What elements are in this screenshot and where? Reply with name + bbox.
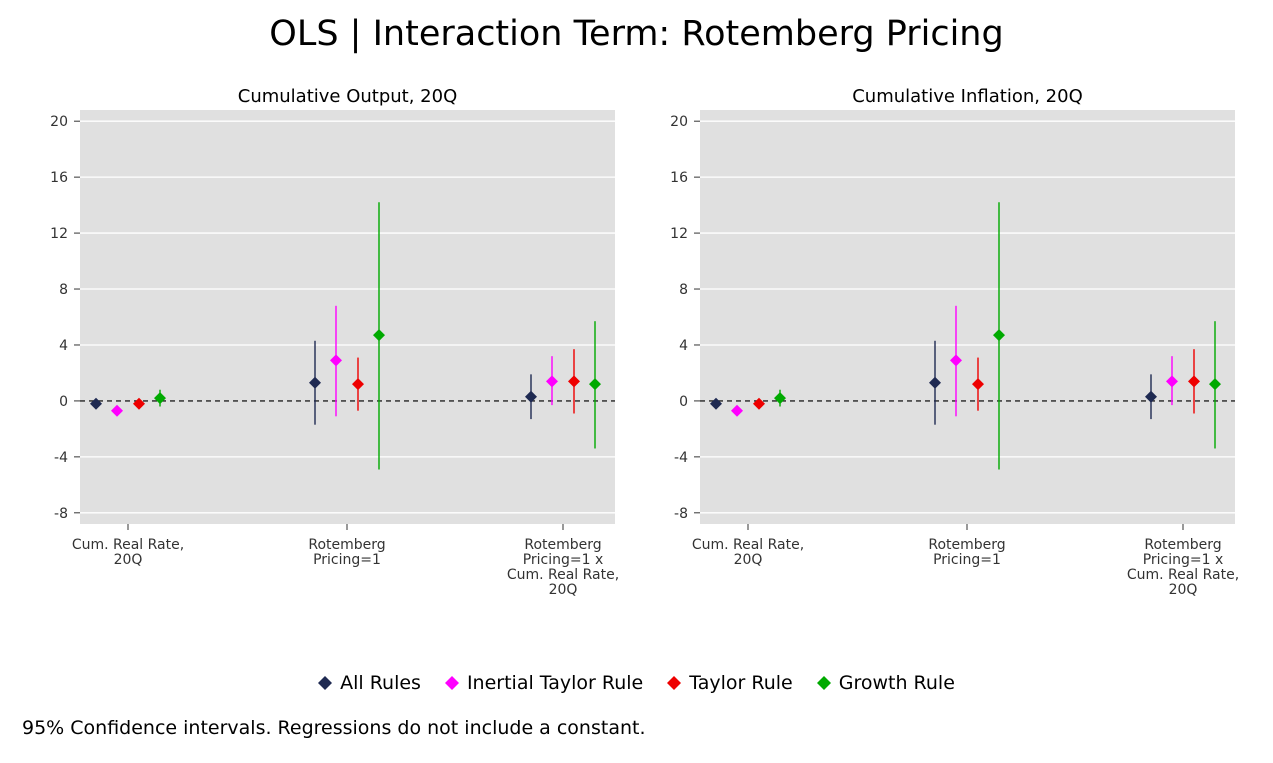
legend-item-growth-rule: Growth Rule	[816, 672, 955, 694]
y-tick-label: -4	[674, 450, 688, 466]
y-tick-label: 20	[50, 114, 68, 130]
y-tick-label: 0	[679, 394, 688, 410]
legend-label-growth-rule: Growth Rule	[838, 672, 955, 694]
y-tick-label: -8	[54, 506, 68, 522]
legend-label-inertial-taylor-rule: Inertial Taylor Rule	[466, 672, 644, 694]
legend-marker-all-rules	[318, 676, 333, 690]
point-all-rules	[525, 390, 537, 403]
x-tick-label-line: Rotemberg	[308, 537, 385, 553]
point-inertial-taylor-rule	[546, 375, 558, 388]
y-tick-label: -8	[674, 506, 688, 522]
y-tick-label: 12	[670, 226, 688, 242]
panel-title: Cumulative Output, 20Q	[238, 86, 458, 107]
point-all-rules	[929, 376, 941, 389]
y-tick-label: 4	[679, 338, 688, 354]
y-tick-label: 0	[59, 394, 68, 410]
y-tick-label: 12	[50, 226, 68, 242]
point-inertial-taylor-rule	[1166, 375, 1178, 388]
legend-item-inertial-taylor-rule: Inertial Taylor Rule	[444, 672, 644, 694]
point-taylor-rule	[1188, 375, 1200, 388]
point-all-rules	[90, 397, 102, 410]
plot-background	[80, 110, 615, 524]
x-tick-label: Rotemberg Pricing=1	[308, 537, 385, 568]
plot-background	[700, 110, 1235, 524]
point-growth-rule	[993, 329, 1005, 342]
point-taylor-rule	[972, 378, 984, 391]
y-tick-label: 16	[670, 170, 688, 186]
x-tick-label-line: 20Q	[114, 552, 143, 568]
legend-marker-inertial-taylor-rule	[444, 676, 459, 690]
point-taylor-rule	[753, 397, 765, 410]
x-tick-label-line: Pricing=1 x	[1143, 552, 1224, 568]
x-tick-label-line: Rotemberg	[1144, 537, 1221, 553]
x-tick-label-line: 20Q	[1169, 582, 1198, 598]
x-tick-label-line: Pricing=1	[313, 552, 381, 568]
point-growth-rule	[774, 392, 786, 405]
legend-item-all-rules: All Rules	[318, 672, 421, 694]
x-tick-label-line: Cum. Real Rate,	[1127, 567, 1239, 583]
y-tick-label: 8	[59, 282, 68, 298]
y-tick-label: -4	[54, 450, 68, 466]
x-tick-label-line: Cum. Real Rate,	[507, 567, 619, 583]
x-tick-label: Rotemberg Pricing=1 x Cum. Real Rate, 20Q	[1127, 537, 1239, 598]
panel-cumulative-output: Cumulative Output, 20Q -8 -4 0 4 8 12 16 20 Cum. …	[50, 86, 619, 598]
x-tick-label-line: Pricing=1	[933, 552, 1001, 568]
x-tick-label-line: Rotemberg	[524, 537, 601, 553]
x-tick-label-line: Cum. Real Rate,	[72, 537, 184, 553]
x-tick-label-line: Pricing=1 x	[523, 552, 604, 568]
x-tick-label-line: Rotemberg	[928, 537, 1005, 553]
legend-marker-growth-rule	[816, 676, 831, 690]
point-inertial-taylor-rule	[330, 354, 342, 367]
legend-marker-taylor-rule	[667, 676, 682, 690]
x-tick-label: Cum. Real Rate, 20Q	[72, 537, 184, 568]
point-growth-rule	[1209, 378, 1221, 391]
point-growth-rule	[154, 392, 166, 405]
x-tick-label: Cum. Real Rate, 20Q	[692, 537, 804, 568]
point-inertial-taylor-rule	[950, 354, 962, 367]
x-tick-label-line: Cum. Real Rate,	[692, 537, 804, 553]
y-tick-label: 20	[670, 114, 688, 130]
y-tick-label: 8	[679, 282, 688, 298]
legend-item-taylor-rule: Taylor Rule	[667, 672, 793, 694]
legend-label-all-rules: All Rules	[340, 672, 421, 694]
point-all-rules	[309, 376, 321, 389]
point-taylor-rule	[352, 378, 364, 391]
point-inertial-taylor-rule	[111, 404, 123, 417]
panel-title: Cumulative Inflation, 20Q	[852, 86, 1083, 107]
legend-label-taylor-rule: Taylor Rule	[689, 672, 793, 694]
x-tick-label: Rotemberg Pricing=1	[928, 537, 1005, 568]
x-tick-label-line: 20Q	[549, 582, 578, 598]
point-all-rules	[1145, 390, 1157, 403]
point-growth-rule	[373, 329, 385, 342]
point-all-rules	[710, 397, 722, 410]
point-growth-rule	[589, 378, 601, 391]
panel-cumulative-inflation: Cumulative Inflation, 20Q -8 -4 0 4 8 12 16 20 Cu…	[670, 86, 1239, 598]
x-tick-label-line: 20Q	[734, 552, 763, 568]
point-taylor-rule	[133, 397, 145, 410]
y-tick-label: 4	[59, 338, 68, 354]
footnote: 95% Confidence intervals. Regressions do…	[22, 717, 646, 739]
point-inertial-taylor-rule	[731, 404, 743, 417]
y-tick-label: 16	[50, 170, 68, 186]
x-tick-label: Rotemberg Pricing=1 x Cum. Real Rate, 20Q	[507, 537, 619, 598]
chart-title: OLS | Interaction Term: Rotemberg Pricin…	[269, 14, 1004, 54]
point-taylor-rule	[568, 375, 580, 388]
legend: All Rules Inertial Taylor Rule Taylor Ru…	[0, 672, 1273, 694]
